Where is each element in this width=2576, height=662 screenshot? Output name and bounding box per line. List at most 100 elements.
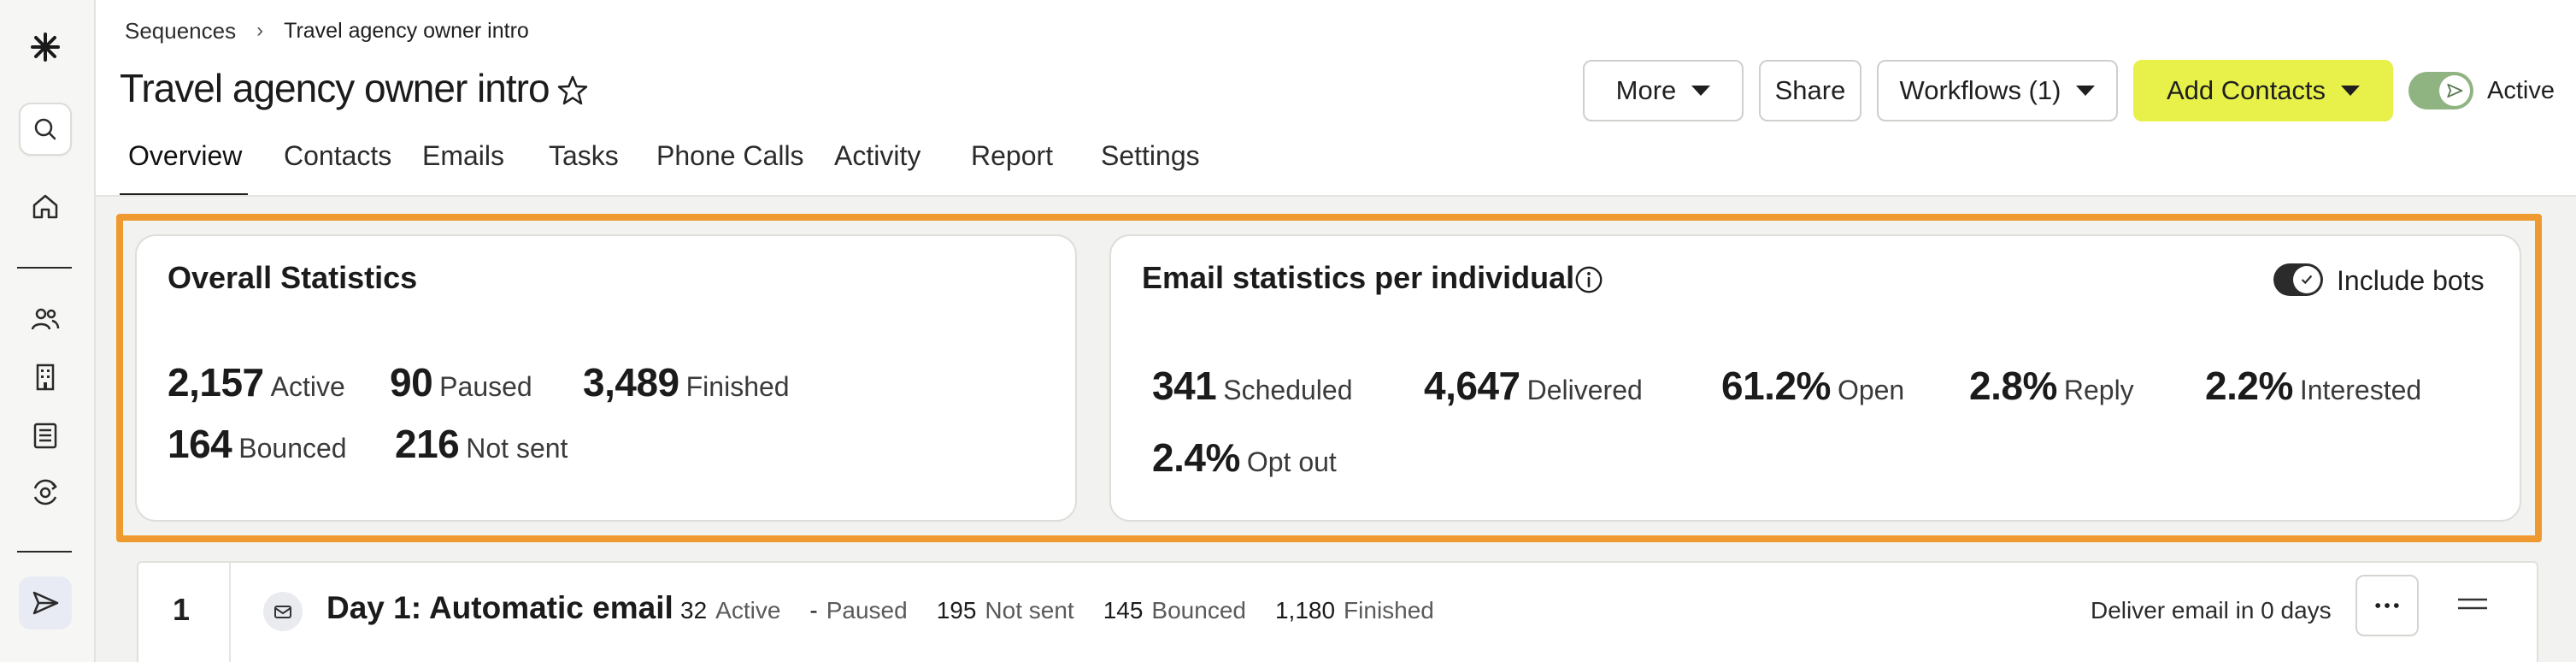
tab-bar: Overview Contacts Emails Tasks Phone Cal…	[120, 140, 1229, 197]
stat-label: Delivered	[1526, 375, 1643, 405]
stat-label: Open	[1837, 375, 1905, 405]
overall-statistics-card: Overall Statistics 2,157 Active 90 Paused …	[135, 234, 1077, 522]
stat-not-sent: 216 Not sent	[395, 421, 568, 467]
stat-value: 90	[390, 360, 433, 405]
stat-value: 2.8%	[1969, 364, 2057, 408]
deliver-schedule-text: Deliver email in 0 days	[2091, 597, 2332, 624]
email-statistics-card: Email statistics per individual Include …	[1109, 234, 2521, 522]
step-stat-paused: - Paused	[809, 597, 907, 624]
stat-label: Paused	[439, 371, 532, 402]
sidebar-divider	[17, 267, 72, 269]
stat-value: 61.2%	[1721, 364, 1831, 408]
step-stat-label: Bounced	[1151, 597, 1246, 624]
stat-label: Opt out	[1246, 446, 1337, 477]
add-contacts-button[interactable]: Add Contacts	[2133, 60, 2393, 121]
highlight-frame	[116, 214, 2542, 542]
active-label: Active	[2487, 77, 2555, 104]
step-stat-label: Active	[715, 597, 781, 624]
logo-asterisk-icon[interactable]	[19, 21, 72, 74]
step-stat-label: Finished	[1344, 597, 1434, 624]
stat-reply: 2.8% Reply	[1969, 363, 2134, 409]
stat-interested: 2.2% Interested	[2205, 363, 2421, 409]
star-icon[interactable]	[556, 74, 590, 108]
refresh-eye-icon[interactable]	[19, 465, 72, 518]
workflows-button-label: Workflows (1)	[1899, 75, 2061, 105]
tab-phone-calls[interactable]: Phone Calls	[656, 140, 804, 171]
send-icon[interactable]	[19, 576, 72, 629]
add-contacts-button-label: Add Contacts	[2166, 75, 2326, 105]
list-icon[interactable]	[19, 409, 72, 462]
step-stat-value: 145	[1103, 597, 1144, 624]
include-bots-label: Include bots	[2337, 265, 2485, 296]
step-stat-value: 1,180	[1274, 597, 1336, 624]
mail-icon	[263, 592, 303, 631]
step-stat-value: -	[809, 597, 818, 624]
building-icon[interactable]	[19, 351, 72, 404]
more-button-label: More	[1615, 75, 1677, 105]
overall-statistics-title: Overall Statistics	[168, 260, 418, 295]
people-icon[interactable]	[19, 293, 72, 346]
stat-value: 341	[1152, 364, 1217, 408]
tab-contacts[interactable]: Contacts	[284, 140, 392, 171]
step-number: 1	[173, 592, 191, 627]
stat-label: Not sent	[466, 433, 568, 464]
step-more-button[interactable]	[2355, 575, 2419, 636]
stat-bounced: 164 Bounced	[168, 421, 347, 467]
step-stat-not-sent: 195 Not sent	[937, 597, 1074, 624]
page-title: Travel agency owner intro	[120, 66, 550, 110]
stat-value: 2.2%	[2205, 364, 2293, 408]
step-stat-finished: 1,180 Finished	[1275, 597, 1434, 624]
stat-value: 3,489	[583, 360, 679, 405]
sequence-step-row[interactable]: 1 Day 1: Automatic email 32 Active - Pause…	[137, 561, 2538, 662]
home-icon[interactable]	[19, 180, 72, 233]
stat-label: Active	[270, 371, 345, 402]
stat-opt-out: 2.4% Opt out	[1152, 434, 1337, 481]
active-toggle[interactable]	[2408, 72, 2473, 109]
more-button[interactable]: More	[1583, 60, 1744, 121]
chevron-down-icon	[1691, 86, 1711, 96]
tab-report[interactable]: Report	[971, 140, 1054, 171]
step-stat-value: 195	[936, 597, 977, 624]
share-button-label: Share	[1774, 75, 1846, 105]
stat-label: Scheduled	[1223, 375, 1353, 405]
stat-label: Bounced	[238, 433, 347, 464]
stat-open: 61.2% Open	[1721, 363, 1904, 409]
stat-delivered: 4,647 Delivered	[1424, 363, 1643, 409]
stat-value: 216	[395, 422, 460, 466]
tab-emails[interactable]: Emails	[422, 140, 505, 171]
sidebar	[0, 0, 96, 662]
info-icon[interactable]	[1573, 263, 1605, 296]
step-stat-label: Not sent	[985, 597, 1074, 624]
step-stats: 32 Active - Paused 195 Not sent 145 Bounced …	[680, 597, 1434, 624]
share-button[interactable]: Share	[1759, 60, 1861, 121]
stat-paused: 90 Paused	[390, 359, 532, 405]
stat-value: 4,647	[1424, 364, 1520, 408]
breadcrumb: Sequences › Travel agency owner intro	[125, 17, 529, 44]
sidebar-divider	[17, 551, 72, 553]
breadcrumb-sequences-link[interactable]: Sequences	[125, 17, 237, 44]
stat-label: Finished	[685, 371, 790, 402]
workflows-button[interactable]: Workflows (1)	[1877, 60, 2118, 121]
stat-value: 164	[168, 422, 232, 466]
drag-handle-icon[interactable]	[2456, 595, 2489, 612]
tab-settings[interactable]: Settings	[1101, 140, 1200, 171]
email-statistics-title: Email statistics per individual	[1142, 260, 1575, 295]
send-icon	[2439, 75, 2470, 106]
search-icon[interactable]	[19, 103, 72, 156]
stat-value: 2.4%	[1152, 435, 1240, 480]
tab-activity[interactable]: Activity	[834, 140, 921, 171]
include-bots-toggle[interactable]	[2273, 263, 2323, 296]
stat-label: Reply	[2063, 375, 2134, 405]
stat-active: 2,157 Active	[168, 359, 345, 405]
tab-overview[interactable]: Overview	[120, 140, 248, 197]
stat-scheduled: 341 Scheduled	[1152, 363, 1352, 409]
more-dots-icon	[2375, 603, 2399, 608]
chevron-right-icon: ›	[256, 19, 264, 42]
stat-label: Interested	[2299, 375, 2422, 405]
step-divider	[229, 563, 231, 662]
stat-value: 2,157	[168, 360, 264, 405]
step-title: Day 1: Automatic email	[326, 590, 673, 625]
check-icon	[2293, 266, 2320, 293]
tab-tasks[interactable]: Tasks	[549, 140, 619, 171]
step-stat-active: 32 Active	[680, 597, 780, 624]
